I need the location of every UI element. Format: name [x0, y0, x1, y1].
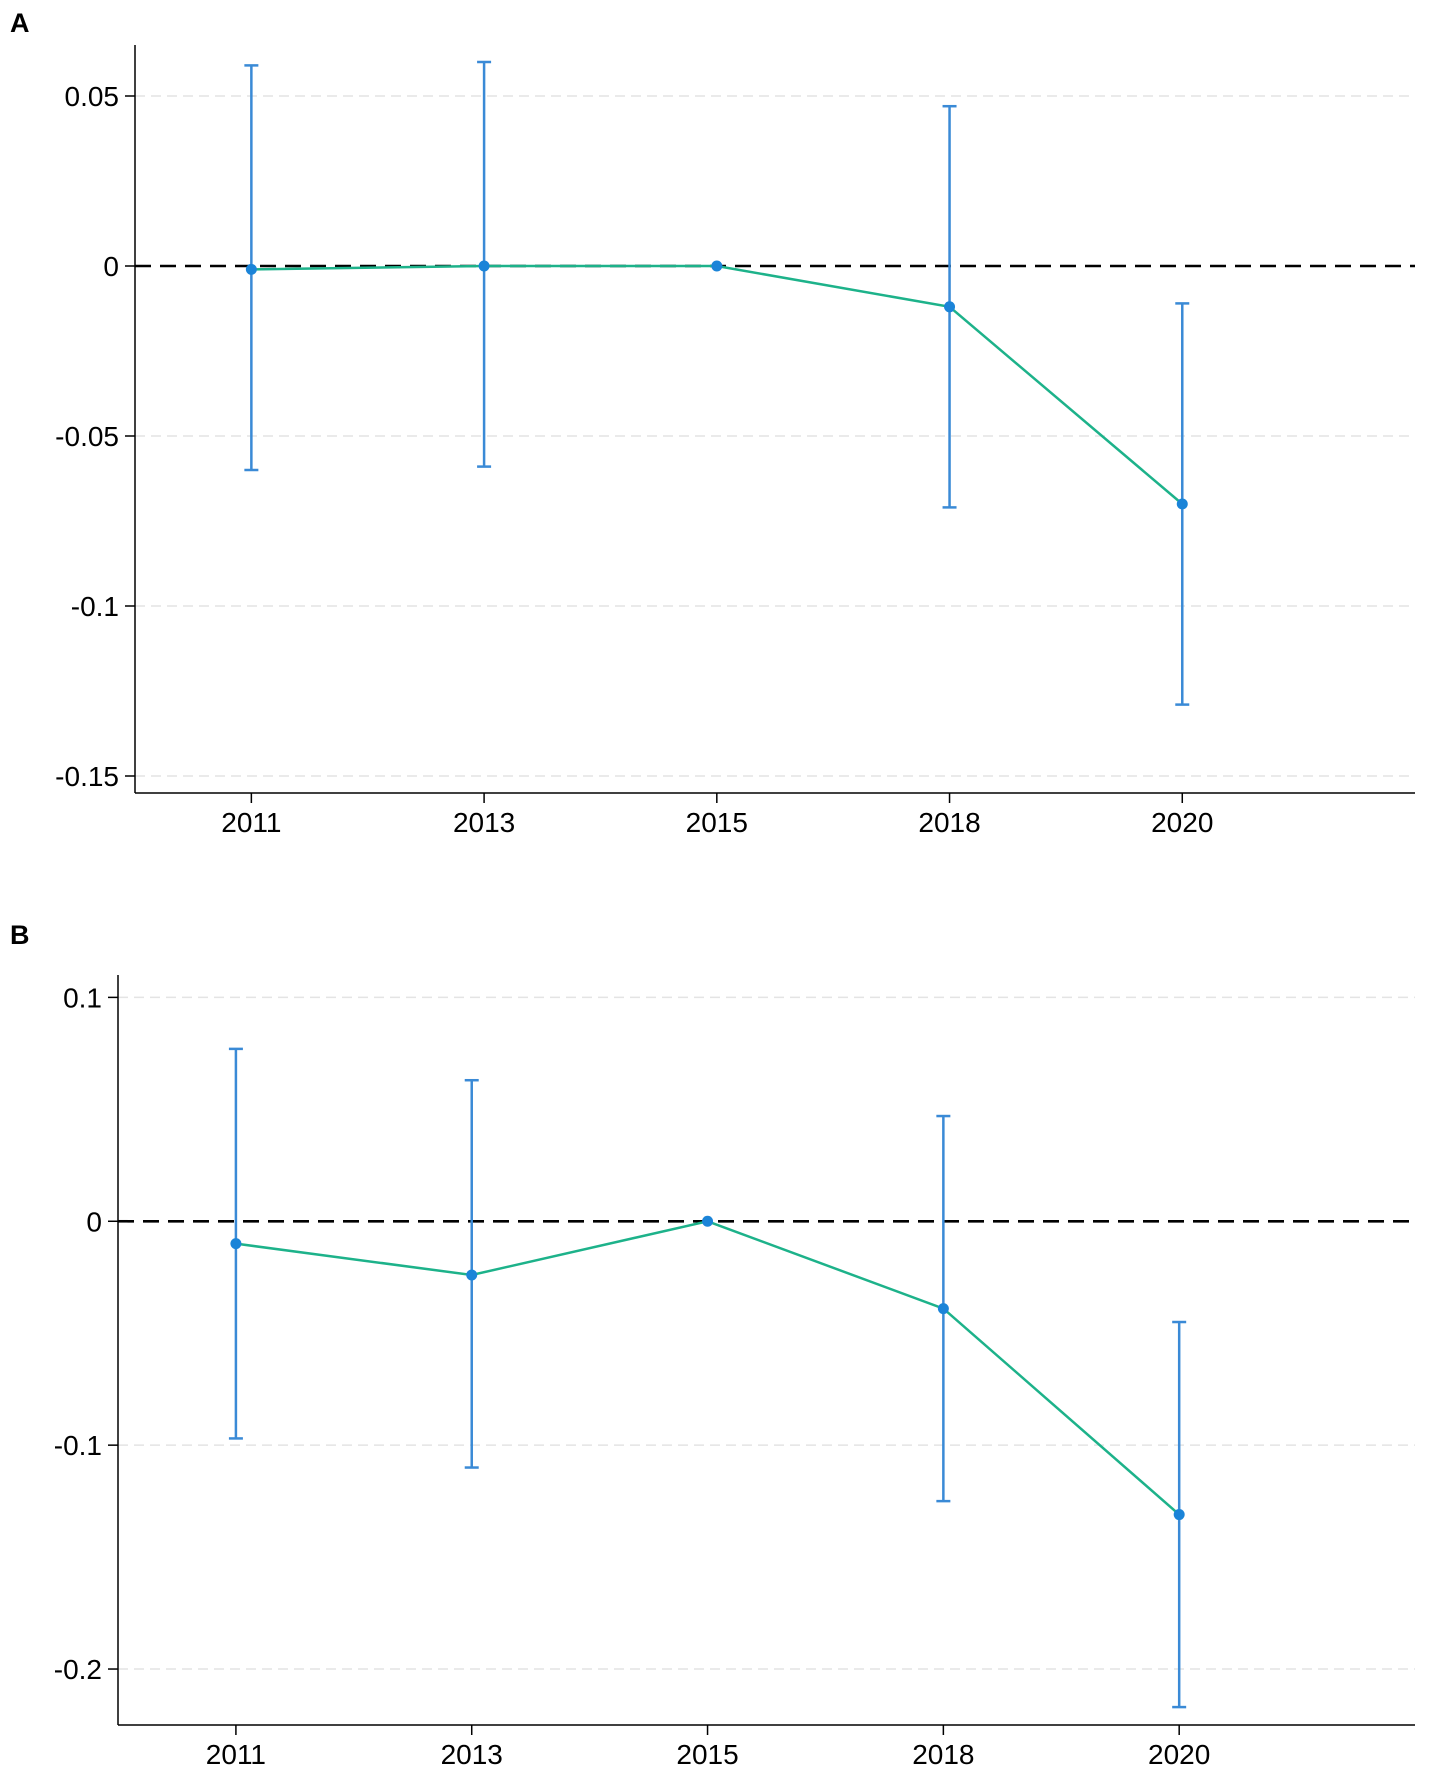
panel-a-x-tick-label: 2020 [1151, 807, 1213, 838]
panel-b-x-tick-label: 2015 [676, 1739, 738, 1770]
panel-b-point-2011 [230, 1238, 242, 1250]
panel-a-y-tick-label: 0 [103, 251, 119, 282]
panel-b-point-2018 [937, 1303, 949, 1315]
panel-a-point-2020 [1176, 498, 1188, 510]
panel-a-x-tick-label: 2013 [453, 807, 515, 838]
panel-a-letter: A [10, 8, 30, 38]
panel-b-estimate-line [235, 1219, 1181, 1516]
panel-b-letter: B [10, 920, 30, 950]
panel-a-x-tick-label: 2015 [686, 807, 748, 838]
panel-a-y-tick-label: -0.05 [55, 421, 119, 452]
panel-b-y-tick-label: -0.1 [54, 1430, 102, 1461]
panel-b-x-tick-label: 2018 [912, 1739, 974, 1770]
panel-b: B 0.1 0 -0.1 -0.2 2011 2013 2015 2018 2020 [10, 920, 1415, 1770]
panel-a-point-2011 [245, 263, 257, 275]
panel-b-x-tick-label: 2011 [206, 1739, 266, 1770]
panel-a-x-tick-label: 2011 [221, 807, 281, 838]
panel-a: A 0.05 0 -0.05 -0.1 -0.15 2011 2013 2015 2018 202… [10, 8, 1415, 838]
panel-a-estimate-line [251, 264, 1184, 505]
panel-b-point-2015 [702, 1215, 714, 1227]
panel-a-point-2018 [944, 301, 956, 313]
panel-a-point-2013 [478, 260, 490, 272]
panel-a-x-tick-label: 2018 [918, 807, 980, 838]
panel-a-y-tick-label: 0.05 [65, 81, 120, 112]
panel-b-y-tick-label: 0 [86, 1206, 102, 1237]
panel-b-y-tick-label: -0.2 [54, 1654, 102, 1685]
panel-b-point-2013 [466, 1269, 478, 1281]
panel-a-y-tick-label: -0.15 [55, 761, 119, 792]
panel-a-y-tick-label: -0.1 [71, 591, 119, 622]
panel-b-point-2020 [1173, 1509, 1185, 1521]
panel-a-point-2015 [711, 260, 723, 272]
panel-b-x-tick-label: 2013 [441, 1739, 503, 1770]
panel-b-x-tick-label: 2020 [1148, 1739, 1210, 1770]
panel-b-y-tick-label: 0.1 [63, 982, 102, 1013]
